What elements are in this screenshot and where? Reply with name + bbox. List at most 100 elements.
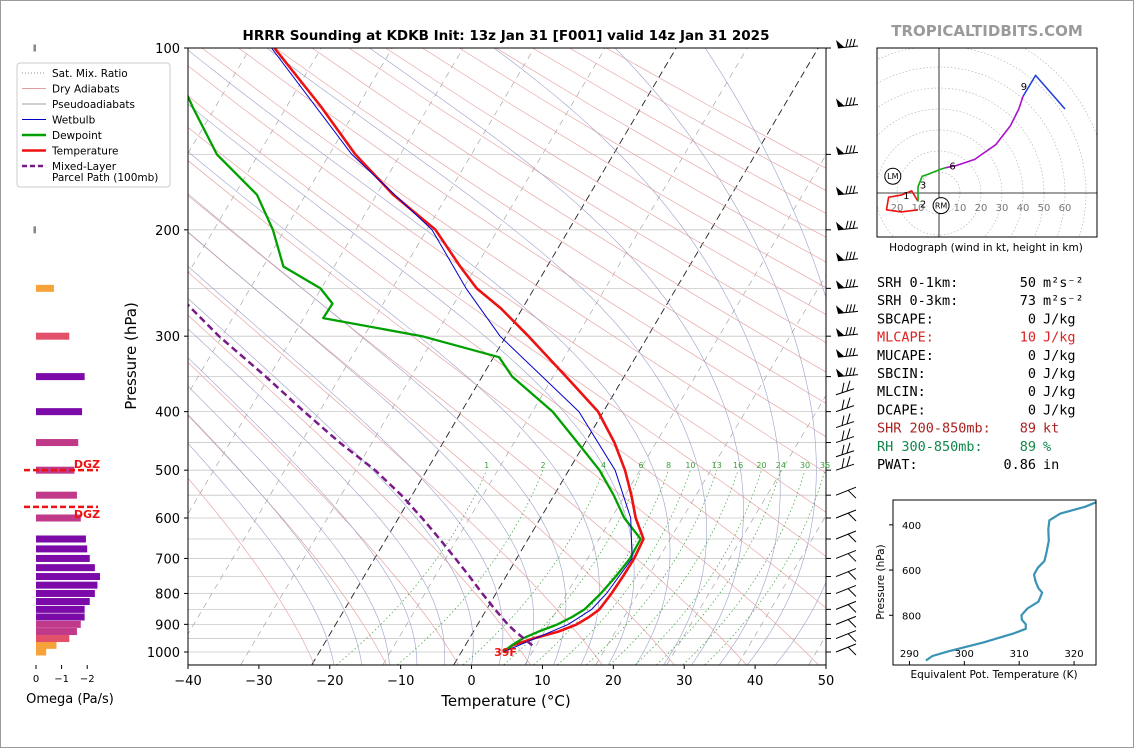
- x-tick-label: 40: [747, 674, 764, 689]
- mixing-ratio-label: 10: [685, 461, 695, 470]
- dry-adiabat-line: [188, 271, 603, 665]
- omega-x-axis-label: Omega (Pa/s): [26, 692, 114, 707]
- dry-adiabat-line: [188, 95, 826, 557]
- wind-barb: [835, 486, 857, 499]
- isotherm-line: [188, 48, 464, 515]
- wind-barb: [836, 220, 859, 231]
- pseudoadiabat-line: [266, 48, 707, 665]
- dry-adiabat-line: [188, 126, 826, 609]
- y-tick-label: 400: [155, 406, 180, 421]
- wind-barb: [835, 397, 855, 413]
- index-unit: m²s⁻²: [1043, 275, 1084, 291]
- index-label: SRH 0-3km:: [877, 293, 958, 309]
- index-unit: J/kg: [1043, 348, 1076, 364]
- hodograph-ring-label: 50: [1038, 203, 1051, 214]
- hodograph-panel: 20 10 10 20 30 40 50 60 12 3 6 9 LM RM: [877, 48, 1097, 237]
- hodograph-frame: [876, 47, 1098, 238]
- wind-barb: [836, 327, 859, 337]
- wind-barb: [835, 549, 857, 562]
- omega-bar: [36, 635, 70, 643]
- omega-bar: [36, 535, 86, 543]
- dry-adiabat-line: [495, 48, 826, 238]
- isotherm-line: [188, 48, 251, 154]
- theta-e-panel: 290 300 310 320 400 600 800: [889, 501, 1096, 665]
- hodograph-height-label: 1: [903, 191, 909, 202]
- omega-bar: [36, 284, 54, 292]
- omega-bar: [36, 605, 85, 613]
- left-mover-marker: [884, 167, 902, 185]
- y-tick-label: 600: [155, 512, 180, 527]
- omega-bar: [36, 620, 81, 628]
- pseudoadiabat-line: [704, 48, 826, 665]
- hodograph-trace-6-9km: [1022, 74, 1066, 110]
- hodograph-height-label: 2: [920, 200, 926, 211]
- index-label: RH 300-850mb:: [877, 439, 983, 455]
- pseudoadiabat-line: [188, 103, 635, 665]
- surface-temperature-label: 39F: [494, 646, 517, 659]
- wind-barb: [836, 38, 859, 49]
- omega-bar: [36, 613, 85, 621]
- legend-label: Dewpoint: [52, 130, 102, 142]
- theta-e-y-tick-label: 800: [902, 611, 921, 622]
- omega-x-tick-label: 0: [33, 674, 39, 685]
- mixing-ratio-line: [634, 470, 762, 665]
- dry-adiabat-line: [188, 65, 826, 513]
- y-tick-label: 200: [155, 224, 180, 239]
- index-label: MUCAPE:: [877, 348, 934, 364]
- hodograph-ring-label: 20: [975, 203, 988, 214]
- index-value: 89: [1020, 421, 1036, 437]
- omega-bar: [36, 648, 47, 656]
- index-value: 89: [1020, 439, 1036, 455]
- mixing-ratio-line: [336, 470, 487, 665]
- wind-barb: [836, 185, 859, 196]
- mixing-ratio-label: 4: [601, 461, 606, 470]
- omega-bar: [36, 564, 95, 572]
- wind-barb: [835, 643, 857, 656]
- wind-barb: [835, 585, 857, 597]
- dry-adiabat-line: [238, 48, 826, 438]
- omega-bar: [36, 581, 98, 589]
- index-value: 73: [1020, 293, 1036, 309]
- x-tick-label: 10: [534, 674, 551, 689]
- mixing-ratio-label: 30: [800, 461, 810, 470]
- wind-barb: [836, 348, 859, 358]
- wind-barbs: [835, 38, 859, 656]
- legend-label: Dry Adiabats: [52, 84, 120, 96]
- index-unit: m²s⁻²: [1043, 293, 1084, 309]
- legend: Sat. Mix. Ratio Dry Adiabats Pseudoadiabat…: [16, 62, 171, 188]
- pseudoadiabat-line: [188, 385, 390, 665]
- isotherm-line: [808, 635, 826, 665]
- mixing-ratio-line: [557, 470, 691, 665]
- x-tick-label: 20: [605, 674, 622, 689]
- dry-adiabat-line: [188, 415, 387, 665]
- dry-adiabat-line: [188, 314, 531, 665]
- omega-x-tick-label: −2: [80, 674, 95, 685]
- wind-barb: [835, 630, 857, 642]
- omega-bar: [36, 373, 85, 381]
- wind-barb: [835, 615, 857, 628]
- index-unit: kt: [1043, 421, 1059, 437]
- mixing-ratio-label: 13: [712, 461, 722, 470]
- omega-bar: [36, 545, 88, 553]
- theta-e-x-axis-label: Equivalent Pot. Temperature (K): [910, 669, 1077, 681]
- index-label: PWAT:: [877, 457, 918, 473]
- mixing-ratio-label: 1: [484, 461, 489, 470]
- x-tick-label: 50: [818, 674, 835, 689]
- theta-e-y-tick-label: 400: [902, 521, 921, 532]
- mixing-ratio-line: [704, 470, 826, 665]
- mixing-ratio-line: [397, 470, 544, 665]
- y-tick-label: 500: [155, 464, 180, 479]
- index-value: 0: [1028, 348, 1036, 364]
- isotherm-line: [382, 48, 748, 665]
- wind-barb: [835, 442, 855, 458]
- pseudoadiabat-line: [188, 49, 671, 665]
- omega-bar: [36, 554, 90, 562]
- index-value: 0.86: [1003, 457, 1036, 473]
- dgz-label-bottom: DGZ: [74, 508, 100, 521]
- mixing-ratio-label: 20: [756, 461, 766, 470]
- pseudoadiabat-line: [493, 48, 781, 665]
- mixing-ratio-label: 24: [776, 461, 786, 470]
- series-mixed-layer-parcel-path-mb-line: [188, 303, 534, 647]
- x-tick-label: −20: [316, 674, 343, 689]
- dry-adiabat-line: [188, 477, 315, 665]
